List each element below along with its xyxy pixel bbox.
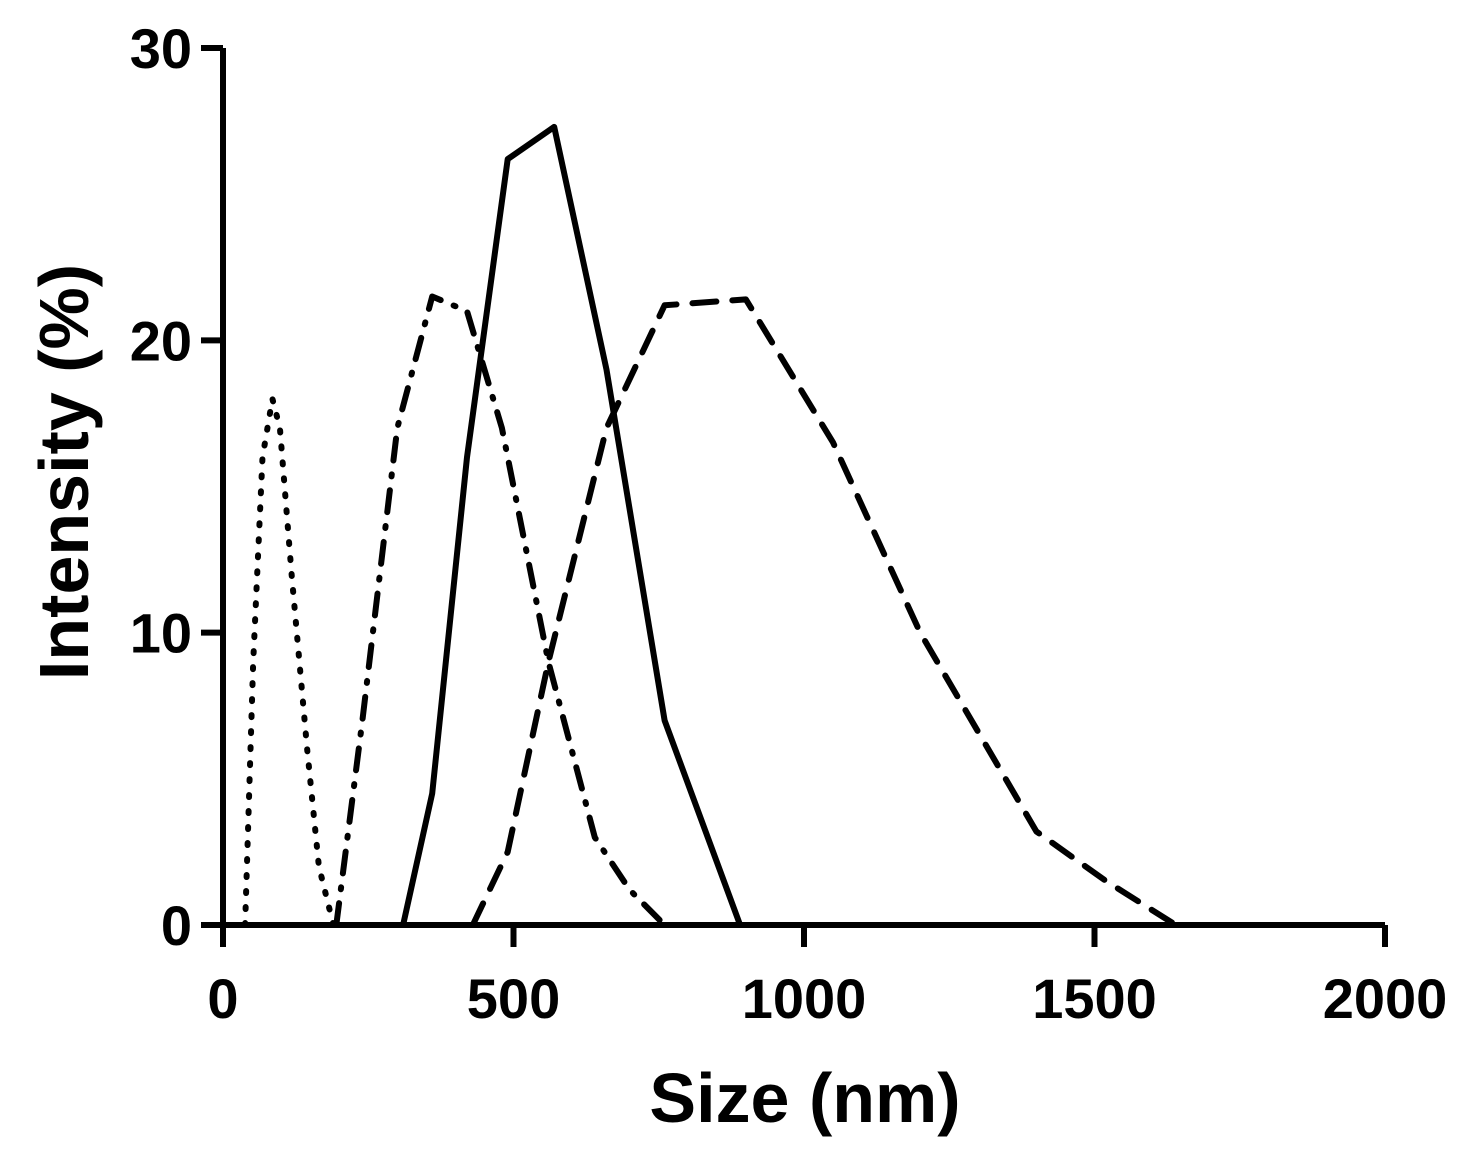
x-tick-label: 2000: [1323, 967, 1448, 1030]
x-tick-label: 1500: [1032, 967, 1157, 1030]
y-tick-label: 10: [130, 602, 192, 665]
axes-layer: [220, 48, 1385, 928]
x-tick-label: 0: [207, 967, 238, 1030]
x-axis-title: Size (nm): [649, 1059, 960, 1137]
y-axis-title: Intensity (%): [25, 264, 103, 680]
series-line-3-solid: [400, 123, 743, 927]
series-layer: [242, 123, 1179, 928]
series-line-1-dotted: [242, 395, 337, 928]
y-tick-label: 30: [130, 17, 192, 80]
series-line-2-dashdot: [333, 293, 668, 928]
ticks-layer: 0 500 1000 1500 2000 0 10 20 30: [130, 17, 1448, 1030]
series-line-4-dashed: [469, 296, 1179, 928]
y-tick-label: 20: [130, 309, 192, 372]
y-tick-label: 0: [161, 894, 192, 957]
x-tick-label: 1000: [742, 967, 867, 1030]
x-tick-label: 500: [467, 967, 560, 1030]
